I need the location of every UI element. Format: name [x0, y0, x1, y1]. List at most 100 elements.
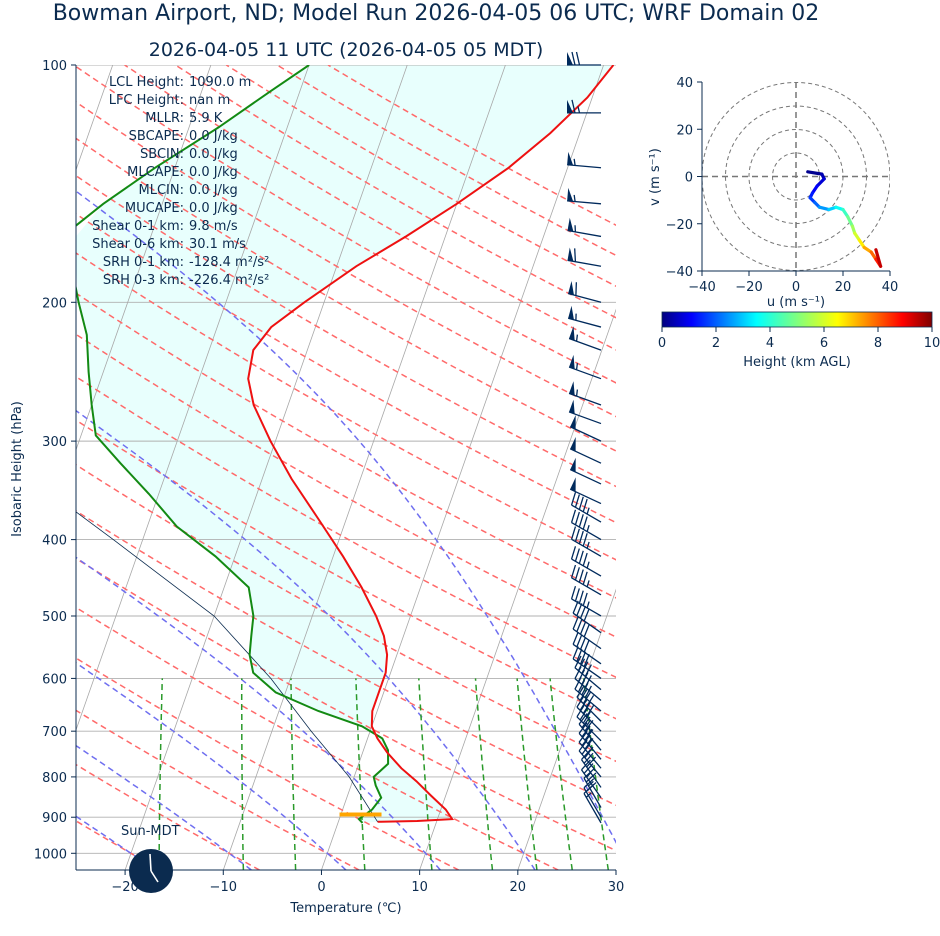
barb-flag — [581, 734, 591, 747]
barb-flag — [584, 729, 594, 741]
hodograph-x-axis-label: u (m s⁻¹) — [767, 295, 825, 310]
barb-staff — [567, 200, 602, 205]
barb-flag — [583, 783, 595, 794]
wind-barb — [578, 713, 602, 751]
barb-pennant — [570, 477, 576, 492]
barb-flag — [574, 655, 582, 669]
barb-pennant — [569, 399, 575, 414]
barb-flag — [574, 666, 582, 679]
hodograph-x-tick-label: 20 — [835, 280, 852, 295]
barb-flag — [572, 616, 579, 630]
barb-flag — [583, 768, 595, 779]
stat-value: 0.0 J/kg — [189, 129, 238, 144]
barb-half-flag — [577, 106, 581, 113]
barb-pennant — [567, 247, 574, 262]
hodograph-segment — [815, 177, 826, 188]
barb-flag — [578, 731, 588, 743]
wind-barb — [567, 305, 602, 328]
barb-flag — [579, 708, 588, 721]
barb-flag — [578, 514, 584, 528]
isotherm-line — [419, 308, 616, 870]
isotherm-line — [76, 65, 212, 452]
barb-flag — [583, 608, 590, 622]
wind-barb — [567, 51, 601, 66]
barb-flag — [578, 722, 588, 734]
barb-half-flag — [586, 601, 590, 609]
colorbar-tick-label: 2 — [712, 336, 720, 351]
stat-label: SRH 0-3 km: — [103, 273, 184, 288]
isotherm-line — [124, 65, 408, 870]
temperature-line — [247, 65, 615, 823]
skewt-y-tick-label: 200 — [42, 296, 67, 311]
barb-staff — [580, 759, 602, 788]
wind-barb — [568, 326, 602, 351]
skewt-y-tick-label: 900 — [42, 811, 67, 826]
barb-staff — [571, 558, 602, 577]
barb-flag — [583, 624, 590, 638]
stat-label: SRH 0-1 km: — [103, 255, 184, 270]
barb-flag — [582, 498, 588, 512]
barb-flag — [576, 634, 583, 648]
barb-flag — [574, 511, 580, 526]
barb-flag — [582, 711, 591, 724]
dry-adiabat — [76, 137, 616, 452]
hodograph-x-tick-label: −40 — [688, 280, 715, 295]
colorbar-ticks: 0 2 4 6 8 10 — [658, 327, 940, 351]
barb-flag — [572, 631, 579, 645]
barb-pennant — [568, 280, 574, 296]
barb-half-flag — [588, 780, 594, 787]
barb-flag — [579, 688, 588, 701]
barb-flag — [570, 546, 577, 560]
barb-pennant — [567, 52, 573, 65]
barb-staff — [583, 793, 602, 824]
barb-flag — [578, 496, 584, 510]
barb-flag — [572, 646, 579, 660]
barb-flag — [577, 679, 586, 693]
barb-flag — [578, 530, 584, 544]
hodograph-y-tick-label: −40 — [666, 265, 693, 280]
skewt-x-tick-label: 0 — [317, 880, 325, 895]
barb-half-flag — [573, 194, 576, 202]
barb-flag — [581, 749, 591, 761]
colorbar-tick-label: 0 — [658, 336, 666, 351]
barb-staff — [571, 522, 602, 541]
barb-half-flag — [573, 158, 576, 166]
stat-label: LCL Height: — [109, 75, 184, 90]
barb-flag — [578, 590, 584, 604]
barb-flag — [574, 567, 580, 581]
stat-value: 0.0 J/kg — [189, 147, 238, 162]
barb-flag — [581, 743, 591, 755]
barb-flag — [583, 654, 590, 667]
stat-value: 1090.0 m — [189, 75, 251, 90]
dry-adiabat — [76, 292, 616, 599]
wind-barb — [570, 509, 602, 541]
barb-flag — [581, 759, 591, 771]
wind-barb — [578, 722, 602, 760]
barb-flag — [581, 725, 591, 738]
barb-flag — [572, 600, 579, 614]
barb-pennant — [567, 99, 573, 113]
skewt-x-tick-label: 10 — [411, 880, 428, 895]
barb-staff — [574, 678, 602, 702]
moist-adiabat — [76, 744, 252, 870]
parcel-path-line — [76, 511, 378, 823]
mixing-ratio-line — [474, 678, 494, 870]
wind-barb — [583, 768, 602, 808]
wind-barb — [570, 526, 602, 557]
barb-flag — [578, 713, 588, 725]
stat-value: 9.8 m/s — [189, 219, 238, 234]
isotherm-line — [222, 65, 506, 870]
wind-barb — [570, 586, 602, 617]
wind-barb — [568, 354, 602, 380]
skewt-x-axis-label: Temperature (℃) — [289, 901, 401, 916]
barb-flag — [574, 588, 580, 602]
stat-value: 0.0 J/kg — [189, 201, 238, 216]
moist-adiabat — [76, 662, 347, 870]
skewt-y-tick-label: 800 — [42, 771, 67, 786]
dry-adiabat — [76, 101, 616, 418]
mixing-ratio-line — [290, 678, 297, 870]
isotherm-line — [714, 65, 940, 870]
stat-label: Shear 0-6 km: — [92, 237, 184, 252]
barb-flag — [582, 571, 588, 585]
barb-flag — [576, 685, 585, 698]
